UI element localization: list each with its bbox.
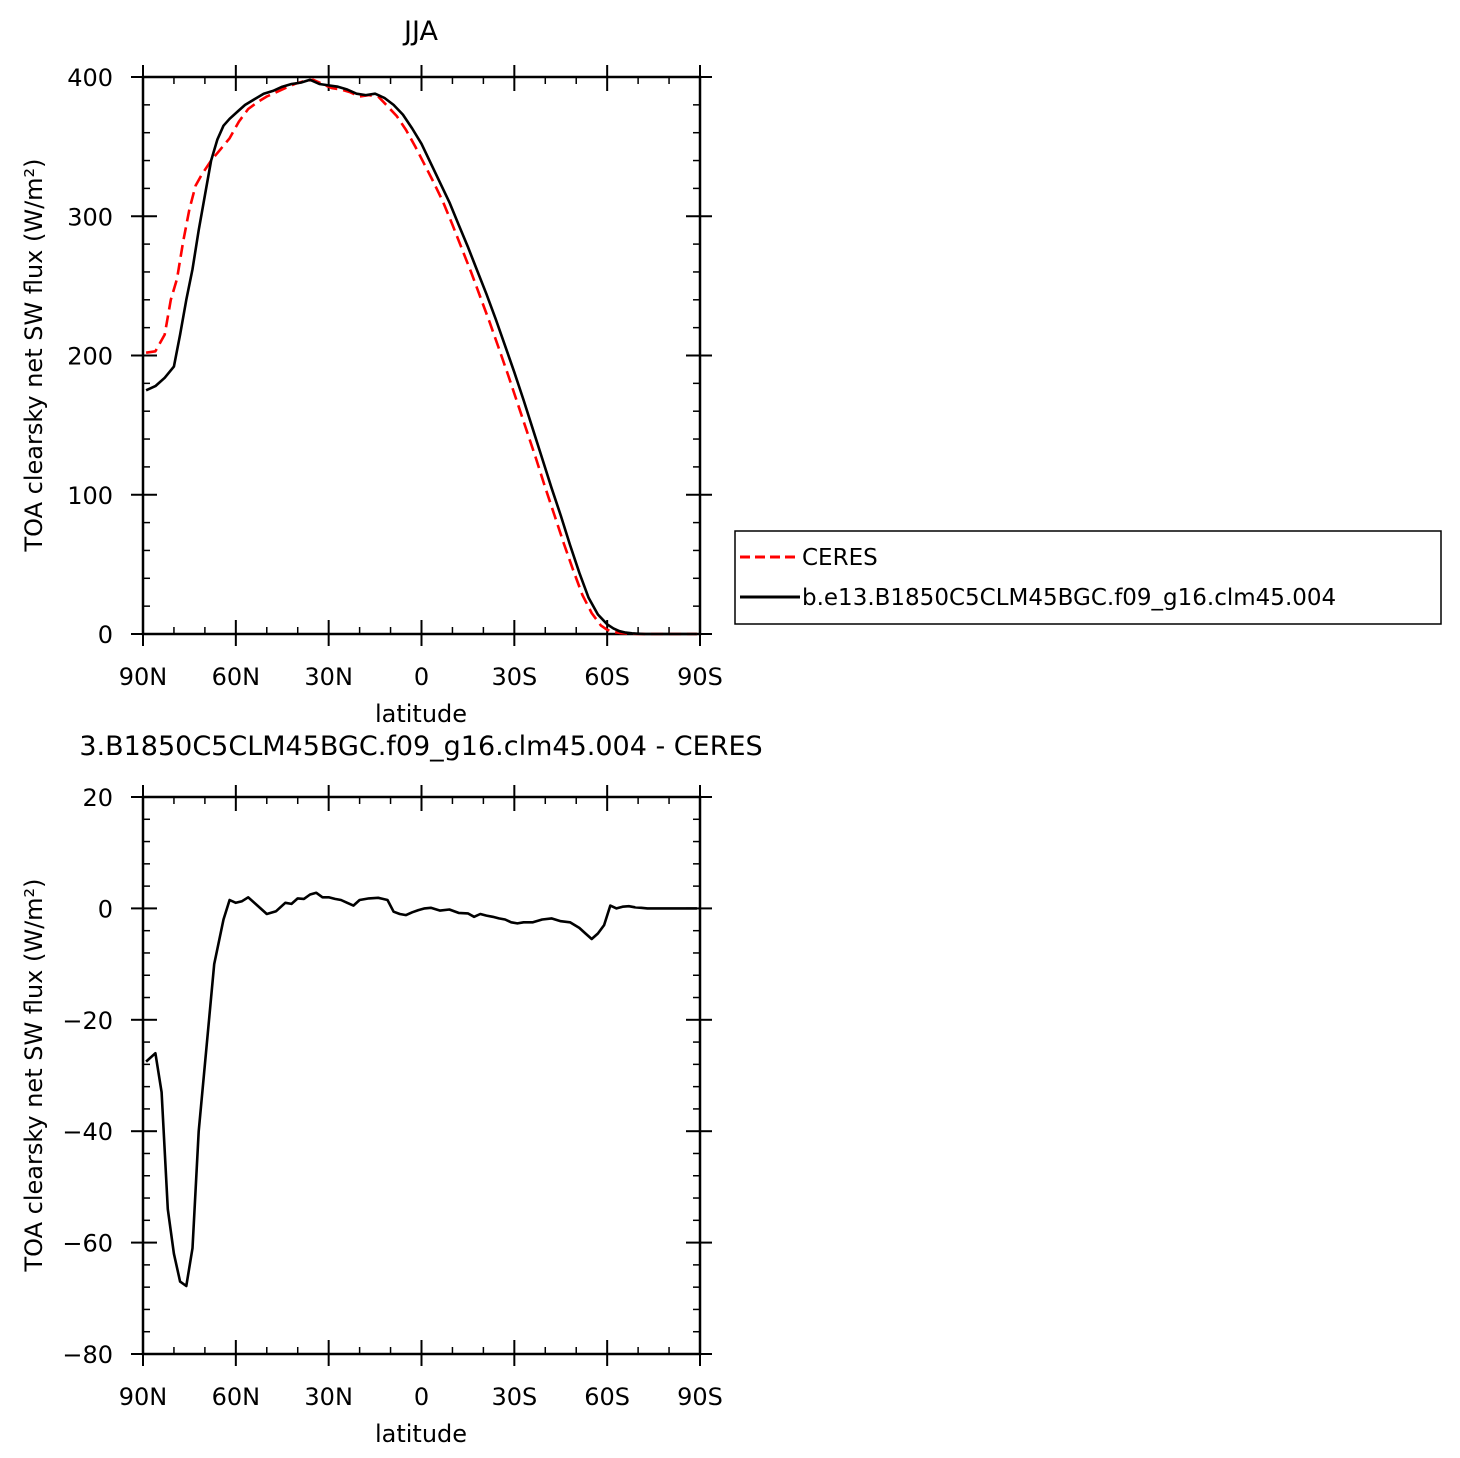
legend-label-model: b.e13.B1850C5CLM45BGC.f09_g16.clm45.004 — [802, 585, 1336, 611]
bottom-y-axis-label: TOA clearsky net SW flux (W/m²) — [20, 878, 48, 1272]
y-tick-label: 400 — [67, 64, 113, 92]
top-x-axis-label: latitude — [375, 700, 467, 728]
top-ytick-labels: 0 100 200 300 400 — [67, 64, 113, 649]
x-tick-label: 60S — [584, 1383, 630, 1411]
x-tick-label: 60S — [584, 663, 630, 691]
bottom-series — [145, 891, 697, 1288]
x-tick-label: 90S — [677, 663, 723, 691]
y-tick-label: 0 — [98, 895, 113, 923]
top-ticks — [131, 65, 712, 646]
bottom-panel: 3.B1850C5CLM45BGC.f09_g16.clm45.004 - CE… — [20, 731, 763, 1448]
x-tick-label: 0 — [414, 663, 429, 691]
x-tick-label: 90S — [677, 1383, 723, 1411]
x-tick-label: 90N — [119, 1383, 168, 1411]
x-tick-label: 30S — [491, 1383, 537, 1411]
x-tick-label: 90N — [119, 663, 168, 691]
x-tick-label: 60N — [212, 663, 261, 691]
bottom-xtick-labels: 90N 60N 30N 0 30S 60S 90S — [119, 1383, 723, 1411]
y-tick-label: −60 — [62, 1230, 113, 1258]
bottom-plot-frame — [141, 795, 702, 1356]
y-tick-label: 0 — [98, 621, 113, 649]
y-tick-label: 20 — [82, 784, 113, 812]
bottom-ticks — [131, 785, 712, 1366]
y-tick-label: −40 — [62, 1118, 113, 1146]
y-tick-label: 200 — [67, 343, 113, 371]
y-tick-label: −80 — [62, 1341, 113, 1369]
bottom-x-axis-label: latitude — [375, 1420, 467, 1448]
legend: CERES b.e13.B1850C5CLM45BGC.f09_g16.clm4… — [734, 530, 1442, 625]
legend-box — [734, 530, 1442, 625]
top-panel-title: JJA — [402, 16, 438, 47]
y-tick-label: −20 — [62, 1007, 113, 1035]
x-tick-label: 0 — [414, 1383, 429, 1411]
top-panel: JJA 0 100 200 300 400 90N 60N 30N 0 30S 60S 90S la… — [20, 16, 723, 728]
series-line-ceres — [145, 78, 697, 636]
x-tick-label: 60N — [212, 1383, 261, 1411]
x-tick-label: 30N — [304, 1383, 353, 1411]
bottom-ytick-labels: −80 −60 −40 −20 0 20 — [62, 784, 113, 1369]
x-tick-label: 30S — [491, 663, 537, 691]
top-series — [145, 78, 697, 636]
bottom-panel-title: 3.B1850C5CLM45BGC.f09_g16.clm45.004 - CE… — [79, 731, 762, 762]
y-tick-label: 100 — [67, 482, 113, 510]
series-line-difference — [145, 891, 697, 1288]
top-xtick-labels: 90N 60N 30N 0 30S 60S 90S — [119, 663, 723, 691]
x-tick-label: 30N — [304, 663, 353, 691]
series-line-model — [145, 78, 697, 636]
y-tick-label: 300 — [67, 203, 113, 231]
top-y-axis-label: TOA clearsky net SW flux (W/m²) — [20, 158, 48, 552]
legend-label-ceres: CERES — [802, 545, 878, 571]
